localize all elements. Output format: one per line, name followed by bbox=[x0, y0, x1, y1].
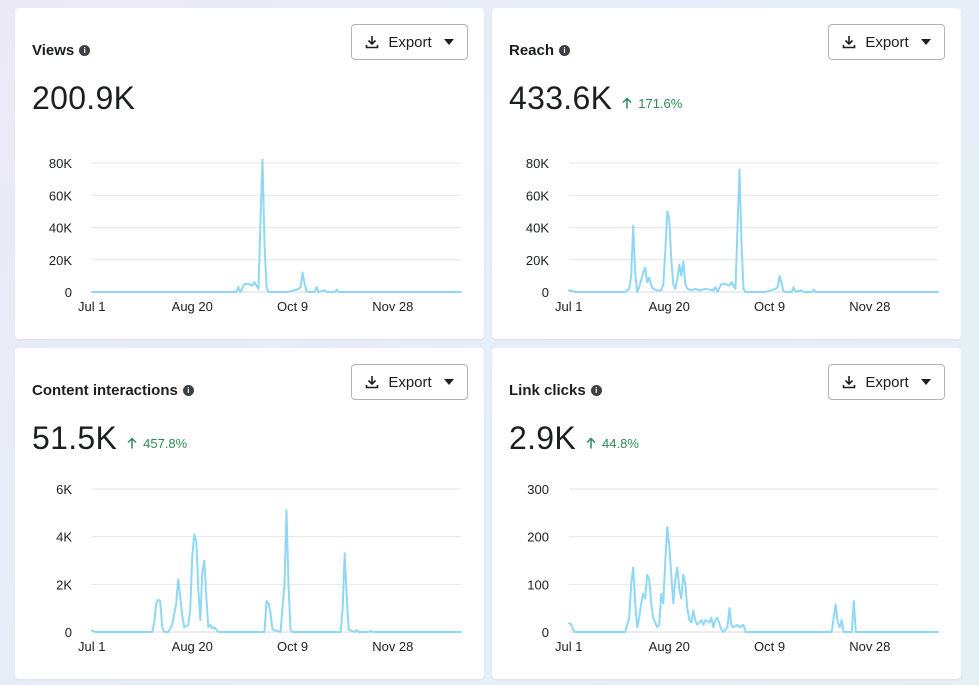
x-tick-label: Nov 28 bbox=[849, 639, 890, 654]
x-tick-label: Nov 28 bbox=[372, 299, 413, 314]
x-tick-label: Jul 1 bbox=[555, 299, 582, 314]
x-tick-label: Jul 1 bbox=[78, 639, 105, 654]
x-tick-label: Aug 20 bbox=[649, 299, 690, 314]
y-tick-label: 0 bbox=[65, 285, 72, 300]
export-button[interactable]: Export bbox=[828, 24, 945, 60]
export-label: Export bbox=[865, 33, 909, 51]
metric-row: 433.6K 171.6% bbox=[509, 80, 682, 117]
download-icon bbox=[366, 376, 379, 389]
y-tick-label: 300 bbox=[527, 482, 549, 497]
arrow-up-icon bbox=[586, 437, 596, 449]
metric-row: 2.9K 44.8% bbox=[509, 420, 639, 457]
x-tick-label: Aug 20 bbox=[649, 639, 690, 654]
metric-value: 2.9K bbox=[509, 420, 577, 456]
x-tick-label: Nov 28 bbox=[372, 639, 413, 654]
series-line bbox=[568, 526, 939, 633]
reach-card: Reach i Export 433.6K 171.6% 0 20K 40K 60K 8… bbox=[492, 8, 961, 339]
y-tick-label: 4K bbox=[56, 530, 72, 545]
x-tick-label: Nov 28 bbox=[849, 299, 890, 314]
metric-row: 51.5K 457.8% bbox=[32, 420, 187, 457]
metric-value: 433.6K bbox=[509, 80, 613, 116]
info-icon[interactable]: i bbox=[182, 385, 194, 396]
export-button[interactable]: Export bbox=[828, 364, 945, 400]
metric-change: 44.8% bbox=[586, 436, 639, 451]
y-tick-label: 0 bbox=[65, 625, 72, 640]
arrow-up-icon bbox=[622, 97, 632, 109]
export-button[interactable]: Export bbox=[351, 24, 468, 60]
y-tick-label: 20K bbox=[49, 253, 72, 268]
y-tick-label: 40K bbox=[526, 221, 549, 236]
series-line bbox=[91, 158, 462, 293]
card-title-row: Link clicks i bbox=[509, 382, 602, 399]
info-icon[interactable]: i bbox=[79, 45, 91, 56]
caret-down-icon bbox=[443, 39, 454, 45]
series-line bbox=[91, 509, 462, 633]
x-tick-label: Oct 9 bbox=[277, 299, 308, 314]
caret-down-icon bbox=[920, 39, 931, 45]
metric-change-value: 44.8% bbox=[602, 435, 639, 451]
metric-change: 457.8% bbox=[127, 436, 187, 451]
info-icon[interactable]: i bbox=[559, 45, 571, 56]
series-line bbox=[568, 168, 939, 293]
y-tick-label: 40K bbox=[49, 221, 72, 236]
views-card: Views i Export 200.9K 0 20K 40K 60K 80K Jul 1… bbox=[15, 8, 484, 339]
card-title-row: Content interactions i bbox=[32, 382, 194, 399]
download-icon bbox=[843, 376, 856, 389]
y-tick-label: 200 bbox=[527, 530, 549, 545]
card-title: Link clicks bbox=[509, 382, 586, 399]
views-chart: 0 20K 40K 60K 80K Jul 1 Aug 20 Oct 9 Nov 28 bbox=[49, 156, 462, 314]
card-title: Reach bbox=[509, 42, 555, 59]
metric-change-value: 171.6% bbox=[638, 95, 683, 111]
y-tick-label: 6K bbox=[56, 482, 72, 497]
x-tick-label: Aug 20 bbox=[172, 639, 213, 654]
export-label: Export bbox=[865, 373, 909, 391]
card-title: Content interactions bbox=[32, 382, 178, 399]
reach-chart: 0 20K 40K 60K 80K Jul 1 Aug 20 Oct 9 Nov 28 bbox=[526, 156, 939, 314]
y-tick-label: 0 bbox=[542, 285, 549, 300]
x-tick-label: Jul 1 bbox=[555, 639, 582, 654]
y-tick-label: 2K bbox=[56, 577, 72, 592]
y-tick-label: 80K bbox=[526, 156, 549, 171]
x-tick-label: Oct 9 bbox=[754, 299, 785, 314]
card-title: Views bbox=[32, 42, 75, 59]
metric-change: 171.6% bbox=[622, 96, 682, 111]
content-interactions-chart: 0 2K 4K 6K Jul 1 Aug 20 Oct 9 Nov 28 bbox=[56, 482, 462, 654]
metric-change-value: 457.8% bbox=[143, 435, 188, 451]
export-button[interactable]: Export bbox=[351, 364, 468, 400]
export-label: Export bbox=[388, 373, 432, 391]
y-tick-label: 60K bbox=[526, 188, 549, 203]
x-tick-label: Jul 1 bbox=[78, 299, 105, 314]
y-tick-label: 100 bbox=[527, 577, 549, 592]
link-clicks-chart: 0 100 200 300 Jul 1 Aug 20 Oct 9 Nov 28 bbox=[527, 482, 939, 654]
export-label: Export bbox=[388, 33, 432, 51]
card-title-row: Reach i bbox=[509, 42, 571, 59]
x-tick-label: Oct 9 bbox=[277, 639, 308, 654]
y-tick-label: 20K bbox=[526, 253, 549, 268]
content-interactions-card: Content interactions i Export 51.5K 457.… bbox=[15, 348, 484, 679]
download-icon bbox=[843, 36, 856, 49]
y-tick-label: 0 bbox=[542, 625, 549, 640]
caret-down-icon bbox=[443, 379, 454, 385]
metric-value: 51.5K bbox=[32, 420, 118, 456]
info-icon[interactable]: i bbox=[590, 385, 602, 396]
caret-down-icon bbox=[920, 379, 931, 385]
link-clicks-card: Link clicks i Export 2.9K 44.8% 0 100 200 3… bbox=[492, 348, 961, 679]
y-tick-label: 80K bbox=[49, 156, 72, 171]
metric-row: 200.9K bbox=[32, 80, 135, 117]
metric-value: 200.9K bbox=[32, 80, 136, 116]
card-title-row: Views i bbox=[32, 42, 91, 59]
x-tick-label: Oct 9 bbox=[754, 639, 785, 654]
x-tick-label: Aug 20 bbox=[172, 299, 213, 314]
y-tick-label: 60K bbox=[49, 188, 72, 203]
download-icon bbox=[366, 36, 379, 49]
arrow-up-icon bbox=[127, 437, 137, 449]
